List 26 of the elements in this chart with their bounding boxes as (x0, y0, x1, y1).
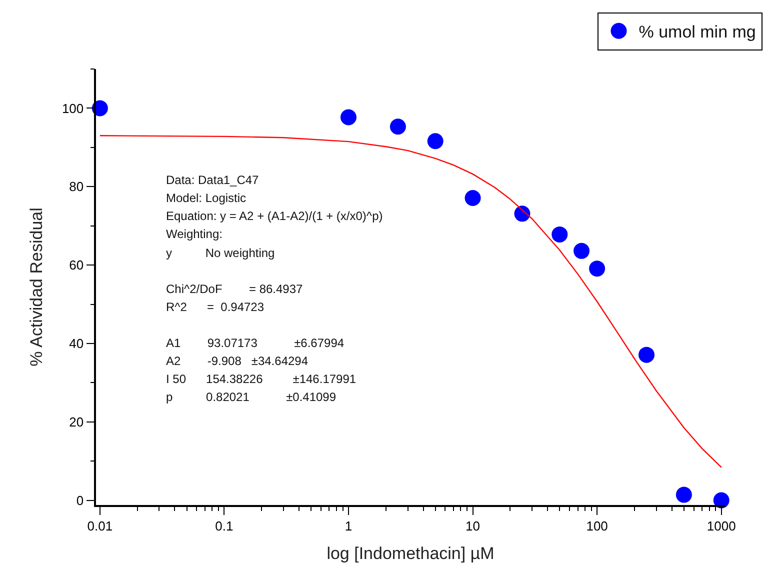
y-tick-label: 60 (69, 258, 84, 273)
x-tick-label: 1 (344, 518, 352, 534)
annotation: Weighting: (166, 227, 222, 241)
x-tick-label: 100 (586, 518, 608, 534)
annotation: I 50 154.38226 ±146.17991 (166, 372, 356, 386)
annotation: Model: Logistic (166, 191, 246, 205)
legend-label: % umol min mg (638, 22, 756, 42)
y-tick-label: 20 (69, 414, 84, 430)
y-axis-title: % Actividad Residual (26, 208, 46, 366)
annotation: p 0.82021 ±0.41099 (166, 390, 336, 404)
y-tick-label: 80 (69, 179, 84, 194)
y-tick-label: 100 (62, 100, 84, 116)
annotation: y No weighting (166, 246, 275, 260)
y-tick-label: 0 (76, 492, 84, 508)
x-tick-label: 0.01 (87, 518, 113, 534)
annotation: Chi^2/DoF = 86.4937 (166, 282, 304, 296)
annotation: R^2 = 0.94723 (166, 300, 264, 314)
y-tick-label: 40 (69, 336, 84, 352)
annotation: Equation: y = A2 + (A1-A2)/(1 + (x/x0)^p) (166, 209, 383, 223)
annotation: A1 93.07173 ±6.67994 (166, 336, 344, 350)
annotation: Data: Data1_C47 (166, 173, 260, 187)
x-tick-label: 10 (466, 518, 480, 534)
x-axis-title: log [Indomethacin] µM (326, 544, 494, 564)
x-tick-label: 0.1 (215, 518, 234, 534)
x-tick-label: 1000 (706, 518, 736, 534)
annotation: A2 -9.908 ±34.64294 (166, 354, 308, 368)
